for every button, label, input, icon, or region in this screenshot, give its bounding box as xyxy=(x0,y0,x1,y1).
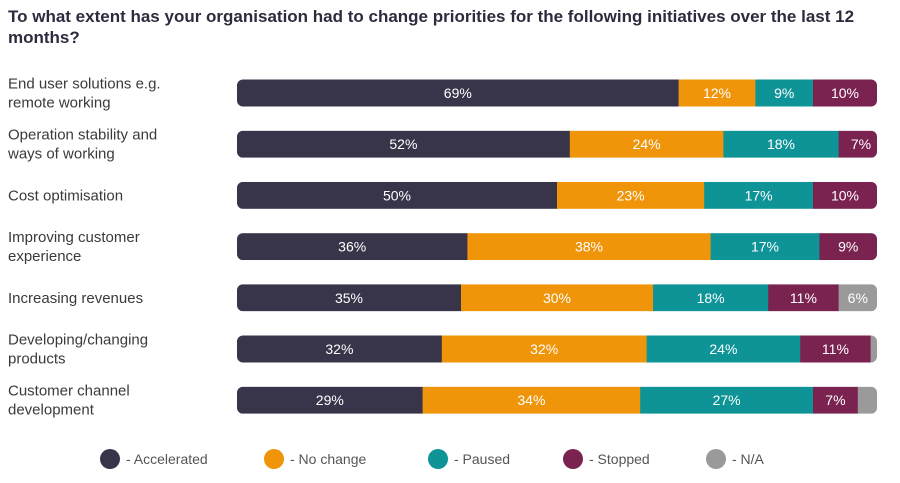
data-label: 17% xyxy=(745,187,773,203)
bar-segment-n-a xyxy=(870,335,877,363)
bar-segment-accelerated xyxy=(237,181,558,209)
row-label: Cost optimisation xyxy=(8,187,123,204)
row-label: Operation stability and ways of working xyxy=(7,127,157,163)
legend-swatch-stopped xyxy=(563,449,583,469)
bar-segment-accelerated xyxy=(237,79,680,107)
bar-segment-paused xyxy=(710,233,820,261)
bar-segment-stopped xyxy=(800,335,872,363)
bar-segment-paused xyxy=(704,181,814,209)
legend-label: - No change xyxy=(290,451,366,467)
data-label: 69% xyxy=(444,85,472,101)
legend-swatch-n-a xyxy=(706,449,726,469)
bar-segment-no-change xyxy=(461,284,654,312)
bar-segment-no-change xyxy=(557,181,705,209)
data-label: 18% xyxy=(767,136,795,152)
bar-segment-no-change xyxy=(569,130,724,158)
row-label: Developing/changing products xyxy=(8,332,148,368)
legend-label: - Stopped xyxy=(589,451,650,467)
bar-segment-accelerated xyxy=(237,130,571,158)
data-label: 17% xyxy=(751,239,779,255)
row-label: Customer channel development xyxy=(8,383,130,419)
bar-segment-stopped xyxy=(768,284,840,312)
bar-row xyxy=(237,284,877,312)
data-label: 10% xyxy=(831,187,859,203)
data-label: 50% xyxy=(383,187,411,203)
data-label: 9% xyxy=(838,239,858,255)
data-label: 11% xyxy=(790,290,817,306)
data-label: 27% xyxy=(713,392,741,408)
bar-segment-paused xyxy=(755,79,814,107)
bar-segment-no-change xyxy=(467,233,712,261)
bar-segment-stopped xyxy=(838,130,877,158)
bar-row xyxy=(237,130,877,158)
legend-label: - Accelerated xyxy=(126,451,208,467)
data-label: 36% xyxy=(338,239,366,255)
data-label: 32% xyxy=(325,341,353,357)
bar-segment-no-change xyxy=(678,79,756,107)
data-label: 12% xyxy=(703,85,731,101)
bar-segment-no-change xyxy=(422,386,641,414)
data-label: 10% xyxy=(831,85,859,101)
bar-row xyxy=(237,386,877,414)
bar-segment-stopped xyxy=(819,233,877,261)
bar-segment-n-a xyxy=(838,284,877,312)
data-label: 18% xyxy=(697,290,725,306)
row-label: End user solutions e.g. remote working xyxy=(8,76,161,112)
bar-segment-paused xyxy=(653,284,769,312)
data-label: 24% xyxy=(709,341,737,357)
data-label: 6% xyxy=(848,290,868,306)
data-label: 11% xyxy=(822,341,849,357)
bar-segment-no-change xyxy=(441,335,648,363)
bar-segment-accelerated xyxy=(237,233,468,261)
bar-segment-stopped xyxy=(813,386,859,414)
row-label: Improving customer experience xyxy=(8,229,140,265)
legend-swatch-paused xyxy=(428,449,448,469)
bar-segment-accelerated xyxy=(237,335,443,363)
data-label: 7% xyxy=(851,136,871,152)
bar-row xyxy=(237,335,877,363)
data-label: 30% xyxy=(543,290,571,306)
data-label: 7% xyxy=(825,392,845,408)
legend-label: - Paused xyxy=(454,451,510,467)
bar-segment-stopped xyxy=(813,181,877,209)
data-label: 34% xyxy=(517,392,545,408)
bar-row xyxy=(237,233,877,261)
data-label: 24% xyxy=(633,136,661,152)
bar-segment-paused xyxy=(640,386,814,414)
data-label: 23% xyxy=(617,187,645,203)
bar-row xyxy=(237,79,877,107)
bar-segment-n-a xyxy=(857,386,877,414)
data-label: 38% xyxy=(575,239,603,255)
data-label: 52% xyxy=(389,136,417,152)
data-label: 35% xyxy=(335,290,363,306)
legend-swatch-accelerated xyxy=(100,449,120,469)
bar-segment-paused xyxy=(646,335,801,363)
data-label: 29% xyxy=(316,392,344,408)
bar-segment-stopped xyxy=(813,79,877,107)
bar-segment-accelerated xyxy=(237,386,424,414)
row-label: Increasing revenues xyxy=(8,290,143,307)
chart-title: To what extent has your organisation had… xyxy=(8,7,855,47)
legend-swatch-no-change xyxy=(264,449,284,469)
bar-segment-accelerated xyxy=(237,284,462,312)
data-label: 9% xyxy=(774,85,794,101)
data-label: 32% xyxy=(530,341,558,357)
bar-row xyxy=(237,181,877,209)
legend-label: - N/A xyxy=(732,451,765,467)
bar-segment-paused xyxy=(723,130,840,158)
